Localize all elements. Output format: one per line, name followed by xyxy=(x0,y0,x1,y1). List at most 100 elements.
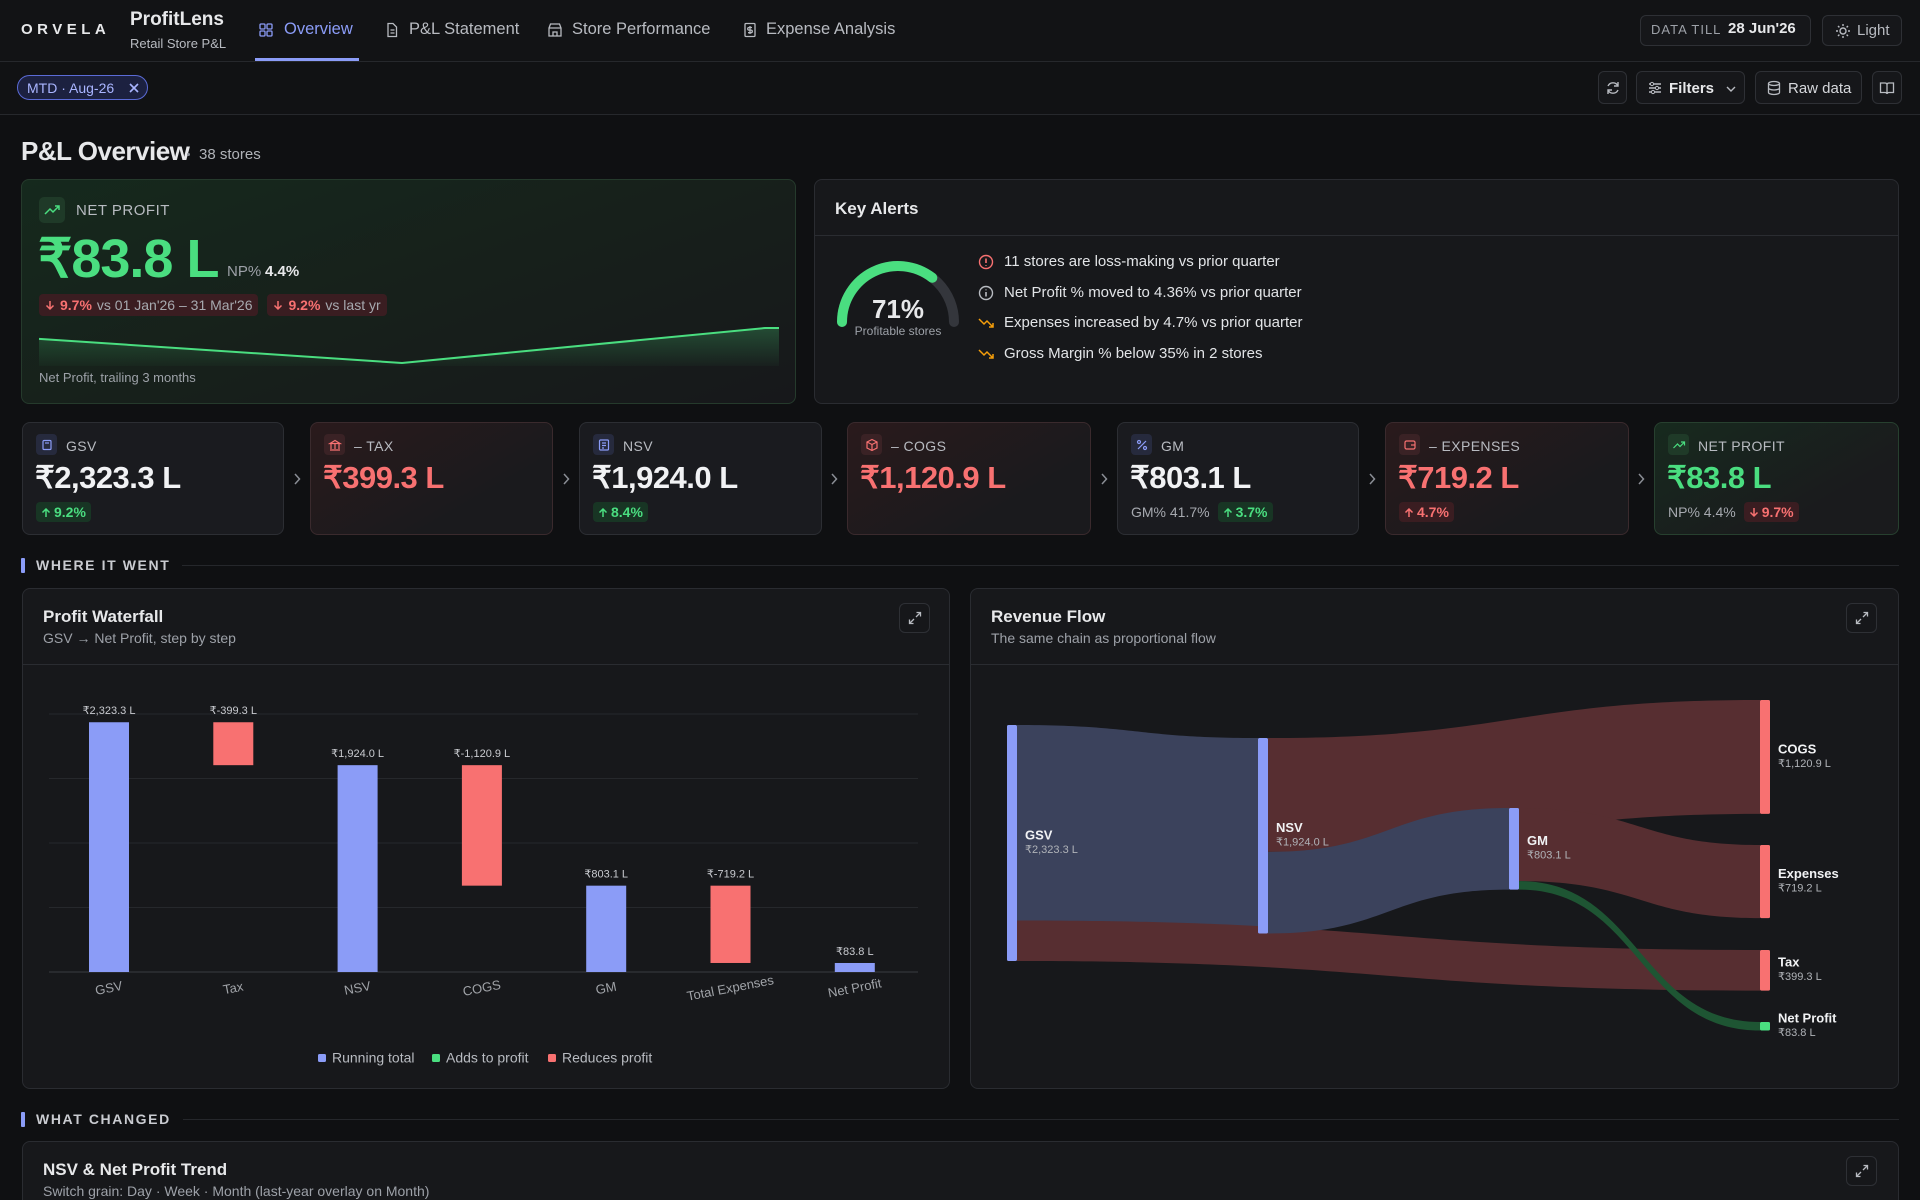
tab-icon xyxy=(259,23,273,37)
alert-text: Gross Margin % below 35% in 2 stores xyxy=(1004,344,1263,362)
nav-tab[interactable]: Overview xyxy=(284,20,353,38)
section-title: WHERE IT WENT xyxy=(36,557,171,573)
alert-text: 11 stores are loss-making vs prior quart… xyxy=(1004,253,1280,270)
card-title: NSV & Net Profit Trend xyxy=(43,1160,228,1179)
kpi-label: NET PROFIT xyxy=(1698,438,1785,454)
store-count: 38 stores xyxy=(199,146,261,163)
kpi-footer: 4.7% xyxy=(1399,502,1454,522)
expand-button[interactable] xyxy=(899,603,930,633)
kpi-footer: NP% 4.4% 9.7% xyxy=(1668,502,1799,522)
expand-button[interactable] xyxy=(1846,1156,1877,1186)
kpi-delta-value: 9.7% xyxy=(1761,504,1794,520)
gauge-value: 71% xyxy=(871,294,925,324)
kpi-delta-value: 8.4% xyxy=(611,504,643,520)
data-till xyxy=(1640,15,1811,46)
kpi-note: GM% 41.7% xyxy=(1131,504,1210,520)
kpi-label: NSV xyxy=(623,438,653,454)
section-marker xyxy=(21,1112,25,1127)
raw-data-button[interactable]: Raw data xyxy=(1755,71,1862,104)
kpi-delta: 3.7% xyxy=(1217,502,1273,522)
chip-close[interactable] xyxy=(129,83,139,93)
top-bar xyxy=(0,0,1920,62)
alerts-card xyxy=(814,179,1899,404)
nav-tab[interactable]: Expense Analysis xyxy=(766,20,896,38)
book-icon xyxy=(1879,82,1895,95)
sun-icon xyxy=(1836,24,1850,38)
delta-text: vs 01 Jan'26 – 31 Mar'26 xyxy=(96,297,253,313)
kpi-icon xyxy=(1668,434,1689,455)
kpi-icon-glyph xyxy=(598,438,609,451)
kpi-icon-glyph xyxy=(1403,439,1416,450)
kpi-icon-glyph xyxy=(1672,440,1685,448)
kpi-delta: 9.7% xyxy=(1743,502,1799,522)
alert-icon xyxy=(978,318,994,328)
kpi-icon xyxy=(36,434,57,455)
kpi-icon xyxy=(324,434,345,455)
kpi-label: – EXPENSES xyxy=(1429,438,1521,454)
flow-chevron xyxy=(1369,473,1376,485)
kpi-delta: 4.7% xyxy=(1399,502,1454,522)
flow-chevron xyxy=(831,473,838,485)
kpi-footer: 8.4% xyxy=(593,502,648,522)
refresh-button[interactable] xyxy=(1598,71,1627,104)
flow-chevron xyxy=(294,473,301,485)
docs-button[interactable] xyxy=(1872,71,1902,104)
delta-value: 9.2% xyxy=(288,297,321,313)
delta-arrow xyxy=(1223,507,1232,517)
card-subtitle: GSV → Net Profit, step by step xyxy=(43,630,236,646)
database-icon xyxy=(1767,80,1781,96)
filter-chip[interactable]: MTD · Aug-26 xyxy=(17,75,148,100)
kpi-footer: GM% 41.7% 3.7% xyxy=(1131,502,1273,522)
data-till-date: 28 Jun'26 xyxy=(1728,20,1796,37)
np-value: 4.4% xyxy=(265,263,300,280)
raw-data-label: Raw data xyxy=(1788,80,1852,97)
kpi-icon xyxy=(593,434,614,455)
filters-label: Filters xyxy=(1669,80,1715,97)
theme-toggle[interactable]: Light xyxy=(1822,15,1902,46)
hero-deltas: 9.7% vs 01 Jan'26 – 31 Mar'26 9.2% vs last … xyxy=(39,294,387,316)
separator-dot xyxy=(187,153,190,156)
kpi-icon xyxy=(1131,434,1152,455)
kpi-icon-glyph xyxy=(865,438,878,451)
kpi-icon xyxy=(861,434,882,455)
tab-icon xyxy=(744,22,756,38)
theme-toggle-label: Light xyxy=(1857,22,1890,39)
kpi-label: – TAX xyxy=(354,438,394,454)
filter-chip-label: MTD · Aug-26 xyxy=(27,80,115,96)
kpi-delta-value: 4.7% xyxy=(1417,504,1449,520)
kpi-footer: 9.2% xyxy=(36,502,91,522)
kpi-icon-glyph xyxy=(327,439,342,451)
kpi-value: ₹83.8 L xyxy=(1667,460,1772,495)
filters-button[interactable]: Filters xyxy=(1636,71,1745,104)
kpi-value: ₹2,323.3 L xyxy=(35,460,181,495)
kpi-icon-glyph xyxy=(1136,439,1147,450)
expand-icon xyxy=(1855,1164,1869,1178)
kpi-delta-value: 9.2% xyxy=(54,504,86,520)
trend-up-icon xyxy=(44,205,60,215)
kpi-delta-value: 3.7% xyxy=(1235,504,1268,520)
alert-icon xyxy=(978,285,994,300)
kpi-value: ₹1,924.0 L xyxy=(592,460,738,495)
trend-card xyxy=(22,1141,1899,1200)
alert-icon xyxy=(978,254,994,270)
card-subtitle: The same chain as proportional flow xyxy=(991,630,1216,646)
kpi-label: GM xyxy=(1161,438,1185,454)
delta-arrow xyxy=(274,300,283,310)
hero-caption: Net Profit, trailing 3 months xyxy=(39,370,196,385)
kpi-value: ₹399.3 L xyxy=(323,460,444,495)
brand: ORVELA xyxy=(21,21,111,38)
expand-button[interactable] xyxy=(1846,603,1877,633)
active-tab-indicator xyxy=(255,58,359,61)
kpi-card xyxy=(847,422,1091,535)
expand-icon xyxy=(1855,611,1869,625)
nav-tab[interactable]: P&L Statement xyxy=(409,20,520,38)
card-title: Revenue Flow xyxy=(991,607,1106,626)
kpi-value: ₹803.1 L xyxy=(1130,460,1251,495)
alert-icon xyxy=(978,348,994,359)
flow-chevron xyxy=(563,473,570,485)
flow-chevron xyxy=(1638,473,1645,485)
kpi-card xyxy=(310,422,553,535)
nav-tab[interactable]: Store Performance xyxy=(572,20,711,38)
kpi-value: ₹719.2 L xyxy=(1398,460,1519,495)
